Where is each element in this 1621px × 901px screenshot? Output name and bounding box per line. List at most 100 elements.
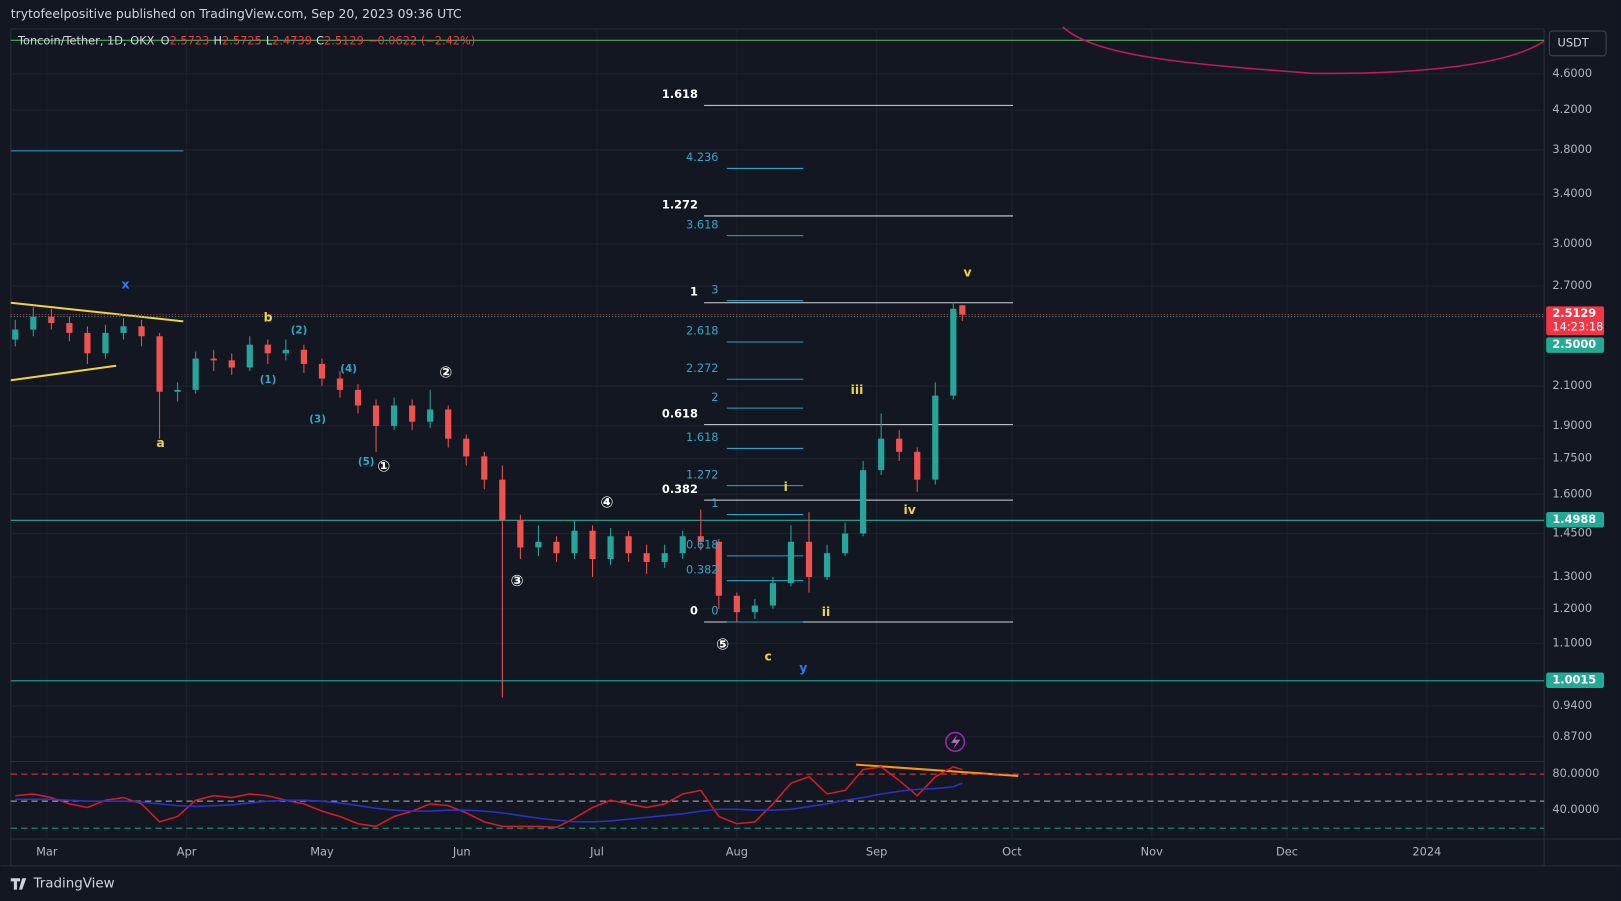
legend-symbol: Toncoin/Tether, 1D, OKX	[17, 33, 155, 47]
fib-label: 0.618	[662, 406, 698, 420]
fib-label: 1	[711, 496, 718, 510]
candle-body	[769, 583, 777, 606]
x-tick-label: Jul	[589, 844, 604, 858]
candle-body	[336, 378, 344, 390]
y-tick-label: 3.8000	[1552, 142, 1592, 156]
candle-body	[625, 536, 632, 554]
candle-body	[120, 326, 127, 333]
wave-label: (2)	[291, 325, 308, 337]
fib-label: 0.382	[686, 562, 719, 576]
candle-body	[300, 349, 307, 364]
candle-body	[481, 456, 488, 480]
wave-label: v	[964, 264, 972, 279]
legend-change: −0.0622 (−2.42%)	[368, 33, 475, 47]
candle-body	[228, 360, 235, 368]
y-tick-label: 1.6000	[1552, 486, 1592, 500]
x-tick-label: Apr	[177, 844, 197, 858]
price-tag-label: 2.5129	[1552, 306, 1596, 320]
fib-label: 2.618	[686, 324, 719, 338]
candle-body	[138, 326, 145, 337]
wave-label: ①	[377, 458, 390, 476]
candle-body	[914, 451, 921, 480]
wave-label: ii	[822, 604, 830, 619]
y-tick-label: 1.9000	[1552, 418, 1592, 432]
x-tick-label: Mar	[36, 844, 58, 858]
wave-label: y	[799, 660, 807, 675]
y-tick-label: 1.1000	[1552, 635, 1592, 649]
indicator-line	[15, 782, 963, 823]
candle-body	[733, 595, 740, 613]
fib-label: 2.272	[686, 361, 719, 375]
candle-body	[264, 344, 271, 354]
fib-label: 1.618	[662, 87, 698, 101]
wave-label: ④	[600, 494, 613, 512]
legend-key: C	[316, 33, 324, 47]
candle-body	[589, 530, 596, 560]
y-tick-label: 3.4000	[1552, 186, 1592, 200]
candle-body	[805, 541, 813, 577]
x-tick-label: Aug	[726, 844, 748, 858]
x-tick-label: Nov	[1141, 844, 1163, 858]
fib-label: 0	[711, 604, 718, 618]
fib-label: 1.272	[686, 467, 719, 481]
price-tag	[1546, 672, 1605, 689]
price-tag	[1546, 512, 1605, 528]
plot-frame	[10, 28, 1545, 867]
currency-button[interactable]	[1548, 30, 1607, 57]
candle-body	[156, 336, 163, 392]
candle-body	[372, 405, 380, 426]
fib-label: 1	[690, 284, 698, 298]
candle-body	[932, 395, 939, 480]
candle-body	[427, 409, 434, 422]
candle-body	[66, 323, 73, 333]
candle-body	[102, 332, 109, 354]
x-tick-label: Jun	[452, 844, 471, 858]
candle-body	[517, 519, 524, 548]
fib-label: 1.618	[686, 430, 719, 444]
wave-label: ⑤	[716, 635, 729, 653]
indicator-line	[15, 766, 963, 829]
candle-body	[841, 533, 849, 554]
candle-body	[823, 553, 831, 577]
wave-label: i	[784, 479, 788, 494]
y-tick-label: 1.3000	[1552, 569, 1592, 583]
candle-body	[787, 541, 795, 584]
publisher: trytofeelpositive published on TradingVi…	[11, 6, 462, 21]
grid	[10, 28, 1545, 840]
candle-body	[174, 389, 181, 392]
candle-body	[697, 536, 704, 542]
wave-label: x	[121, 277, 129, 292]
logo	[10, 878, 27, 890]
candle-body	[715, 541, 722, 596]
candle-body	[950, 308, 957, 396]
candle-body	[354, 389, 362, 406]
y-tick-label: 4.2000	[1552, 102, 1592, 116]
price-tag	[1546, 337, 1605, 353]
fib-label: 3	[711, 282, 718, 296]
marks	[10, 104, 1545, 829]
wave-label: (4)	[340, 363, 357, 375]
wave-label: (1)	[260, 374, 277, 386]
candle-body	[30, 316, 37, 330]
x-tick-label: Dec	[1276, 844, 1298, 858]
y-tick-label: 80.0000	[1552, 766, 1599, 780]
fib-label: 4.236	[686, 150, 719, 164]
candle-body	[535, 541, 542, 548]
wave-label: ②	[439, 364, 452, 382]
fib-label: 0.618	[686, 538, 719, 552]
candle-body	[246, 344, 253, 368]
candle-body	[210, 358, 217, 361]
event-icon[interactable]	[945, 731, 966, 752]
candle-body	[12, 329, 19, 340]
labels: 4.6000 4.2000 3.8000 3.4000 3.0000 2.7000 2.10…	[36, 66, 1605, 858]
x-tick-label: 2024	[1412, 844, 1441, 858]
candle-body	[282, 349, 289, 354]
y-tick-label: 3.0000	[1552, 236, 1592, 250]
fib-label: 0	[690, 604, 698, 618]
x-tick-label: Sep	[866, 844, 887, 858]
price-tag-label: 1.0015	[1552, 672, 1596, 686]
legend-key: L	[266, 33, 273, 47]
candle-body	[661, 553, 668, 562]
fib-label: 0.382	[662, 482, 698, 496]
